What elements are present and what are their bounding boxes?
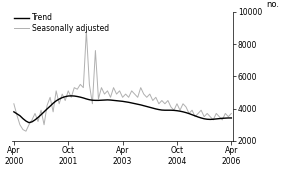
Legend: Trend, Seasonally adjusted: Trend, Seasonally adjusted — [14, 13, 109, 33]
Y-axis label: no.: no. — [266, 0, 279, 9]
